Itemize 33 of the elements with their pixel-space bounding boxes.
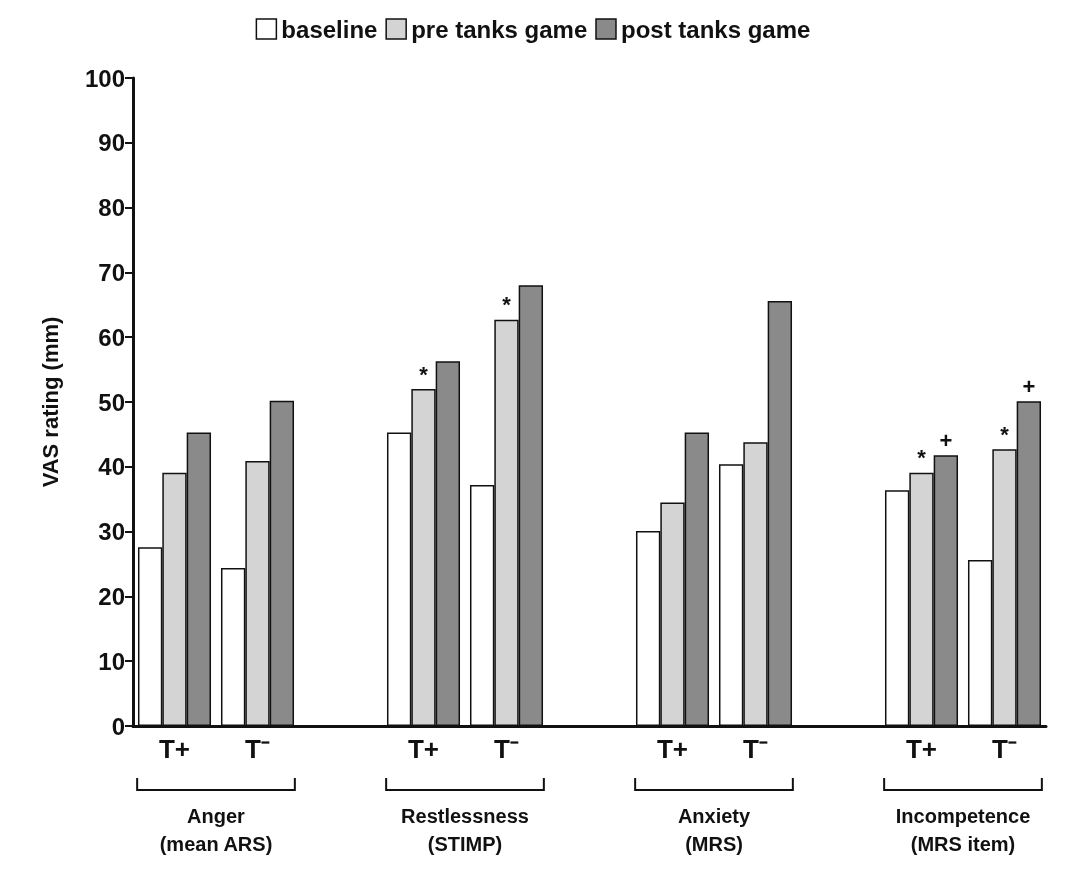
y-axis-title: VAS rating (mm) [37, 316, 63, 488]
x-tick-label: T⁻ [992, 734, 1017, 764]
data-label: + [1022, 373, 1036, 399]
x-tick-label: T+ [656, 734, 689, 764]
y-tick-label: 30 [98, 518, 125, 546]
text: Incompetence (MRS item) [895, 805, 1031, 855]
x-tick-label: T+ [905, 734, 938, 764]
x-tick-label: T+ [407, 734, 440, 764]
y-tick-label: 0 [111, 712, 125, 740]
x-tick-label: T⁻ [743, 734, 768, 764]
x-tick-label: T+ [158, 734, 191, 764]
text: Restlessness (STIMP) [401, 805, 529, 855]
y-tick-label: 60 [98, 323, 125, 351]
legend-label: baseline [281, 15, 378, 43]
y-tick-label: 90 [98, 129, 125, 157]
text: Anxiety (MRS) [677, 805, 751, 855]
x-tick-label: T⁻ [494, 734, 519, 764]
data-label: * [917, 445, 927, 471]
y-tick-label: 70 [98, 258, 125, 286]
x-tick-label: T⁻ [245, 734, 270, 764]
y-tick-label: 20 [98, 582, 125, 610]
y-tick-label: 40 [98, 453, 125, 481]
data-label: * [1000, 421, 1010, 447]
text: Anger (mean ARS) [159, 805, 273, 855]
y-tick-label: 100 [84, 64, 125, 92]
y-tick-label: 80 [98, 194, 125, 222]
data-label: + [939, 427, 953, 453]
y-tick-label: 10 [98, 647, 125, 675]
legend-label: post tanks game [620, 15, 811, 43]
legend-label: pre tanks game [411, 15, 588, 43]
data-label: * [419, 361, 429, 387]
y-tick-label: 50 [98, 388, 125, 416]
data-label: * [502, 292, 512, 318]
